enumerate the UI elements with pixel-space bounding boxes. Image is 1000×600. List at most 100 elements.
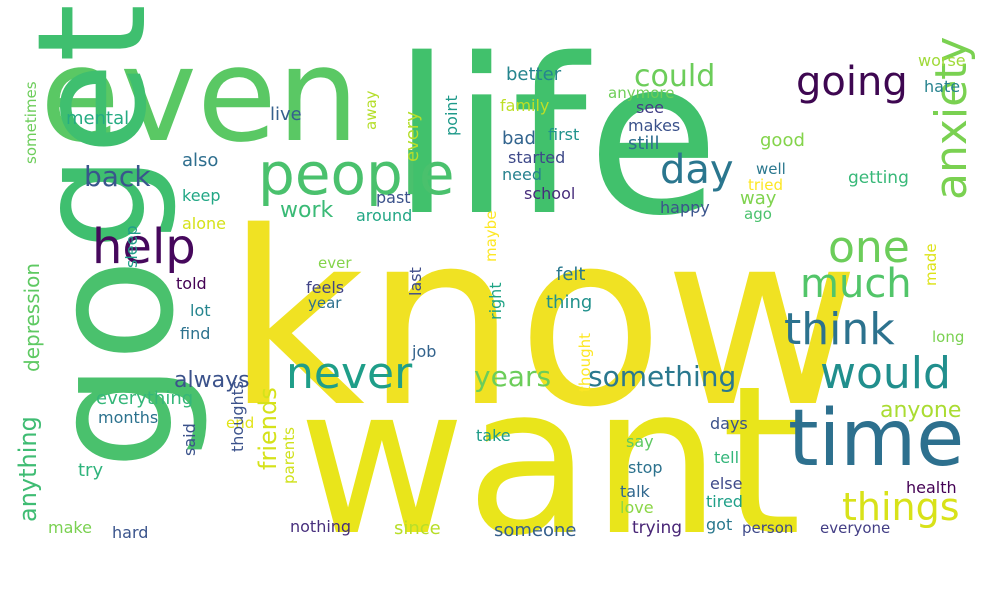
word-year: year: [308, 294, 342, 312]
word-felt: felt: [556, 264, 586, 285]
word-hard: hard: [112, 523, 149, 542]
word-even: even: [40, 19, 360, 171]
word-trying: trying: [632, 518, 683, 538]
word-well: well: [756, 160, 786, 178]
word-family: family: [500, 96, 550, 115]
word-maybe: maybe: [482, 210, 500, 262]
word-depression: depression: [20, 262, 44, 372]
word-end: end: [226, 414, 255, 432]
word-everyone: everyone: [820, 519, 891, 537]
word-people: people: [258, 140, 455, 208]
word-ago: ago: [744, 205, 772, 223]
word-tired: tired: [706, 492, 743, 511]
word-parents: parents: [280, 427, 298, 484]
word-work: work: [280, 198, 334, 223]
word-right: right: [486, 282, 505, 320]
word-alone: alone: [182, 214, 227, 233]
word-make: make: [48, 518, 92, 537]
word-things: things: [842, 485, 960, 529]
word-something: something: [588, 360, 737, 393]
word-see: see: [636, 98, 665, 117]
word-told: told: [176, 274, 207, 293]
word-keep: keep: [182, 186, 221, 205]
word-try: try: [78, 460, 104, 481]
word-lot: lot: [190, 301, 211, 320]
word-school: school: [524, 184, 576, 203]
word-one: one: [828, 222, 910, 273]
word-feels: feels: [306, 278, 345, 297]
word-would: would: [820, 348, 951, 399]
word-nothing: nothing: [290, 517, 352, 536]
word-day: day: [660, 147, 734, 193]
word-point: point: [442, 95, 461, 136]
word-good: good: [760, 130, 805, 151]
word-mental: mental: [66, 108, 130, 129]
word-someone: someone: [494, 520, 577, 541]
word-job: job: [412, 342, 437, 361]
word-everything: everything: [96, 388, 194, 409]
word-still: still: [628, 133, 660, 154]
word-tried: tried: [748, 176, 783, 194]
word-want: want: [298, 343, 802, 581]
word-go: go: [14, 258, 212, 470]
word-sleep: sleep: [122, 225, 141, 268]
word-say: say: [626, 432, 654, 451]
word-talk: talk: [620, 482, 650, 501]
word-time: time: [788, 394, 965, 484]
word-thoughts: thoughts: [228, 380, 247, 452]
word-better: better: [506, 64, 562, 85]
word-friends: friends: [254, 387, 282, 470]
word-take: take: [476, 426, 511, 445]
word-help: help: [92, 219, 196, 275]
word-sometimes: sometimes: [22, 81, 40, 164]
word-first: first: [548, 125, 580, 144]
word-thing: thing: [546, 292, 593, 313]
word-person: person: [742, 519, 794, 537]
word-worse: worse: [918, 51, 966, 70]
word-stop: stop: [628, 458, 663, 477]
word-life: life: [392, 12, 720, 263]
word-years: years: [474, 360, 552, 393]
word-also: also: [182, 150, 219, 171]
word-back: back: [84, 160, 151, 193]
word-need: need: [502, 165, 542, 184]
word-think: think: [784, 304, 895, 355]
word-started: started: [508, 148, 566, 167]
word-got: got: [706, 515, 733, 534]
word-ever: ever: [318, 254, 352, 272]
word-made: made: [922, 243, 940, 286]
word-always: always: [174, 368, 250, 393]
word-anyone: anyone: [880, 398, 962, 423]
word-said: said: [180, 423, 199, 456]
word-could: could: [634, 59, 716, 94]
word-health: health: [906, 478, 957, 497]
word-long: long: [932, 328, 965, 346]
word-away: away: [362, 90, 380, 130]
word-since: since: [394, 518, 441, 539]
word-last: last: [406, 267, 425, 296]
word-getting: getting: [848, 168, 909, 188]
word-past: past: [376, 188, 411, 207]
word-happy: happy: [660, 198, 710, 217]
word-anymore: anymore: [608, 84, 675, 102]
word-find: find: [180, 324, 211, 343]
word-way: way: [740, 188, 777, 209]
word-tell: tell: [714, 448, 740, 467]
word-much: much: [800, 261, 912, 307]
word-anything: anything: [14, 416, 42, 522]
word-hate: hate: [924, 77, 961, 96]
word-around: around: [356, 206, 413, 225]
word-live: live: [270, 104, 302, 125]
word-going: going: [796, 59, 908, 105]
word-else: else: [710, 474, 743, 493]
word-thought: thought: [576, 333, 594, 392]
word-days: days: [710, 414, 748, 433]
word-love: love: [620, 498, 654, 517]
word-months: months: [98, 408, 159, 427]
word-every: every: [402, 111, 423, 162]
word-bad: bad: [502, 128, 536, 149]
word-makes: makes: [628, 116, 681, 135]
word-know: know: [226, 180, 861, 460]
word-never: never: [286, 348, 413, 399]
